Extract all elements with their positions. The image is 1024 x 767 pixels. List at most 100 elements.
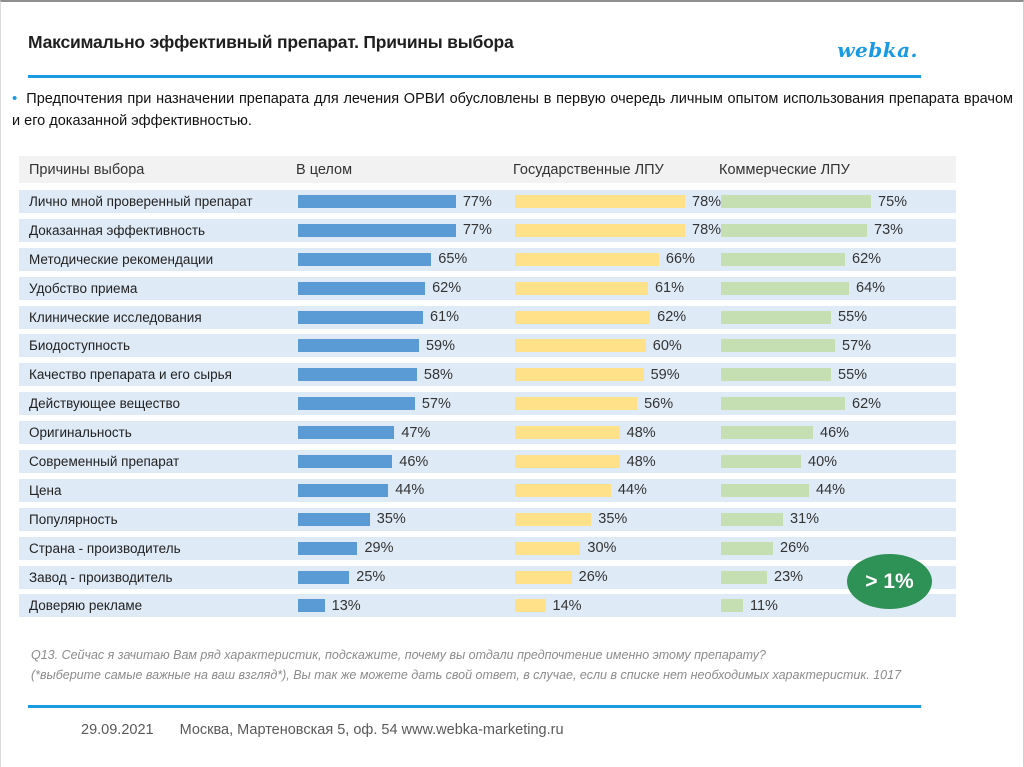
row-label: Лично мной проверенный препарат [29,194,253,209]
bar-commercial [721,339,835,353]
bar-value: 73% [874,222,904,239]
bar-value: 57% [421,395,451,412]
bar-cell: 48% [513,421,719,444]
bar-cell: 60% [513,334,719,357]
bar-cell: 55% [719,306,956,329]
bar-state [515,483,611,497]
bar-value: 14% [552,597,582,614]
bar-value: 35% [376,511,406,528]
bar-state [515,512,592,526]
bar-cell: 57% [719,334,956,357]
row-label: Биодоступность [29,338,131,354]
bar-overall [298,368,417,382]
bar-value: 11% [750,597,778,614]
bar-commercial [721,195,871,208]
column-header-overall: В целом [296,161,353,178]
bar-cell: 73% [719,219,956,242]
bar-cell: 30% [513,537,719,560]
bar-cell: 13% [296,594,513,617]
bar-commercial [721,310,831,324]
bar-overall [298,426,395,440]
bar-cell: 26% [513,566,719,589]
bar-value: 77% [462,222,492,239]
table-row: Лично мной проверенный препарат 77% 78% 75% [19,190,956,213]
row-label: Популярность [29,511,118,527]
bar-value: 47% [401,424,431,441]
chart-rows: Лично мной проверенный препарат 77% 78% 75%… [19,190,956,618]
bar-value: 64% [856,280,886,297]
bar-commercial [721,483,809,497]
bar-cell: 46% [296,450,513,473]
bar-value: 62% [432,280,462,297]
table-row: Завод - производитель 25% 26% 23% [19,565,956,589]
row-label: Современный препарат [29,454,180,470]
bar-value: 40% [808,453,838,470]
bar-overall [298,339,419,353]
bar-value: 55% [838,366,868,383]
bullet-icon: • [12,90,18,107]
bar-cell: 47% [296,421,513,444]
bar-cell: 75% [719,190,956,213]
row-label: Действующее вещество [29,396,181,412]
table-row: Оригинальность 47% 48% 46% [19,421,956,445]
bar-commercial [721,599,743,613]
bar-commercial [721,570,767,584]
bar-value: 35% [598,511,628,528]
bar-cell: 65% [296,248,513,271]
intro-paragraph: • Предпочтения при назначении препарата д… [12,88,1013,133]
bar-cell: 78% [513,190,721,213]
bar-cell: 40% [719,450,956,473]
column-header-commercial: Коммерческие ЛПУ [719,161,850,178]
bar-cell: 35% [513,508,719,531]
row-label: Удобство приема [29,280,138,296]
table-row: Биодоступность 59% 60% 57% [19,334,956,358]
bar-cell: 26% [719,537,956,560]
bar-value: 31% [790,511,820,528]
bar-commercial [721,397,845,411]
table-row: Удобство приема 62% 61% 64% [19,276,956,300]
bar-overall [298,483,389,497]
footer-address: Москва, Мартеновская 5, оф. 54 www.webka… [179,722,564,738]
bar-state [515,339,646,353]
intro-text: Предпочтения при назначении препарата дл… [12,91,1013,129]
bar-cell: 23% [719,566,956,589]
row-label: Завод - производитель [29,569,173,585]
bar-overall [298,223,456,237]
bar-commercial [721,541,773,555]
bar-value: 59% [650,366,680,383]
bar-state [515,599,546,613]
column-header-state: Государственные ЛПУ [513,161,664,178]
bar-overall [298,195,456,208]
table-row: Доказанная эффективность 77% 78% 73% [19,218,956,242]
bar-commercial [721,512,783,526]
bar-value: 23% [774,569,804,586]
row-label: Страна - производитель [29,540,181,556]
bar-cell: 59% [296,334,513,357]
bar-cell: 57% [296,392,513,415]
row-label: Доказанная эффективность [29,222,206,238]
bar-cell: 62% [513,306,719,329]
bar-overall [298,512,370,526]
bar-value: 61% [430,309,460,326]
footer-divider [28,705,921,708]
bar-cell: 31% [719,508,956,531]
bar-cell: 59% [513,363,719,386]
bar-state [515,455,620,469]
row-label: Методические рекомендации [29,251,214,267]
bar-cell: 55% [719,363,956,386]
table-row: Популярность 35% 35% 31% [19,507,956,531]
webka-logo: webka. [837,38,918,62]
table-row: Доверяю рекламе 13% 14% 11% [19,594,956,618]
header-divider [28,75,921,78]
header: Максимально эффективный препарат. Причин… [28,32,918,62]
bar-cell: 62% [719,392,956,415]
bar-commercial [721,281,849,295]
bar-cell: 61% [513,277,719,300]
bar-value: 56% [644,395,674,412]
bar-overall [298,455,393,469]
bar-cell: 62% [296,277,513,300]
bar-value: 55% [838,309,868,326]
row-label: Клинические исследования [29,309,202,325]
footnote-line1: Q13. Сейчас я зачитаю Вам ряд характерис… [31,648,767,662]
bar-state [515,397,638,411]
